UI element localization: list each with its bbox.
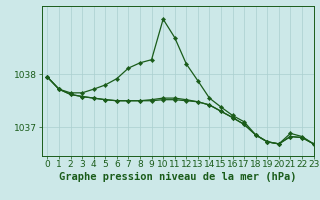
X-axis label: Graphe pression niveau de la mer (hPa): Graphe pression niveau de la mer (hPa) — [59, 172, 296, 182]
